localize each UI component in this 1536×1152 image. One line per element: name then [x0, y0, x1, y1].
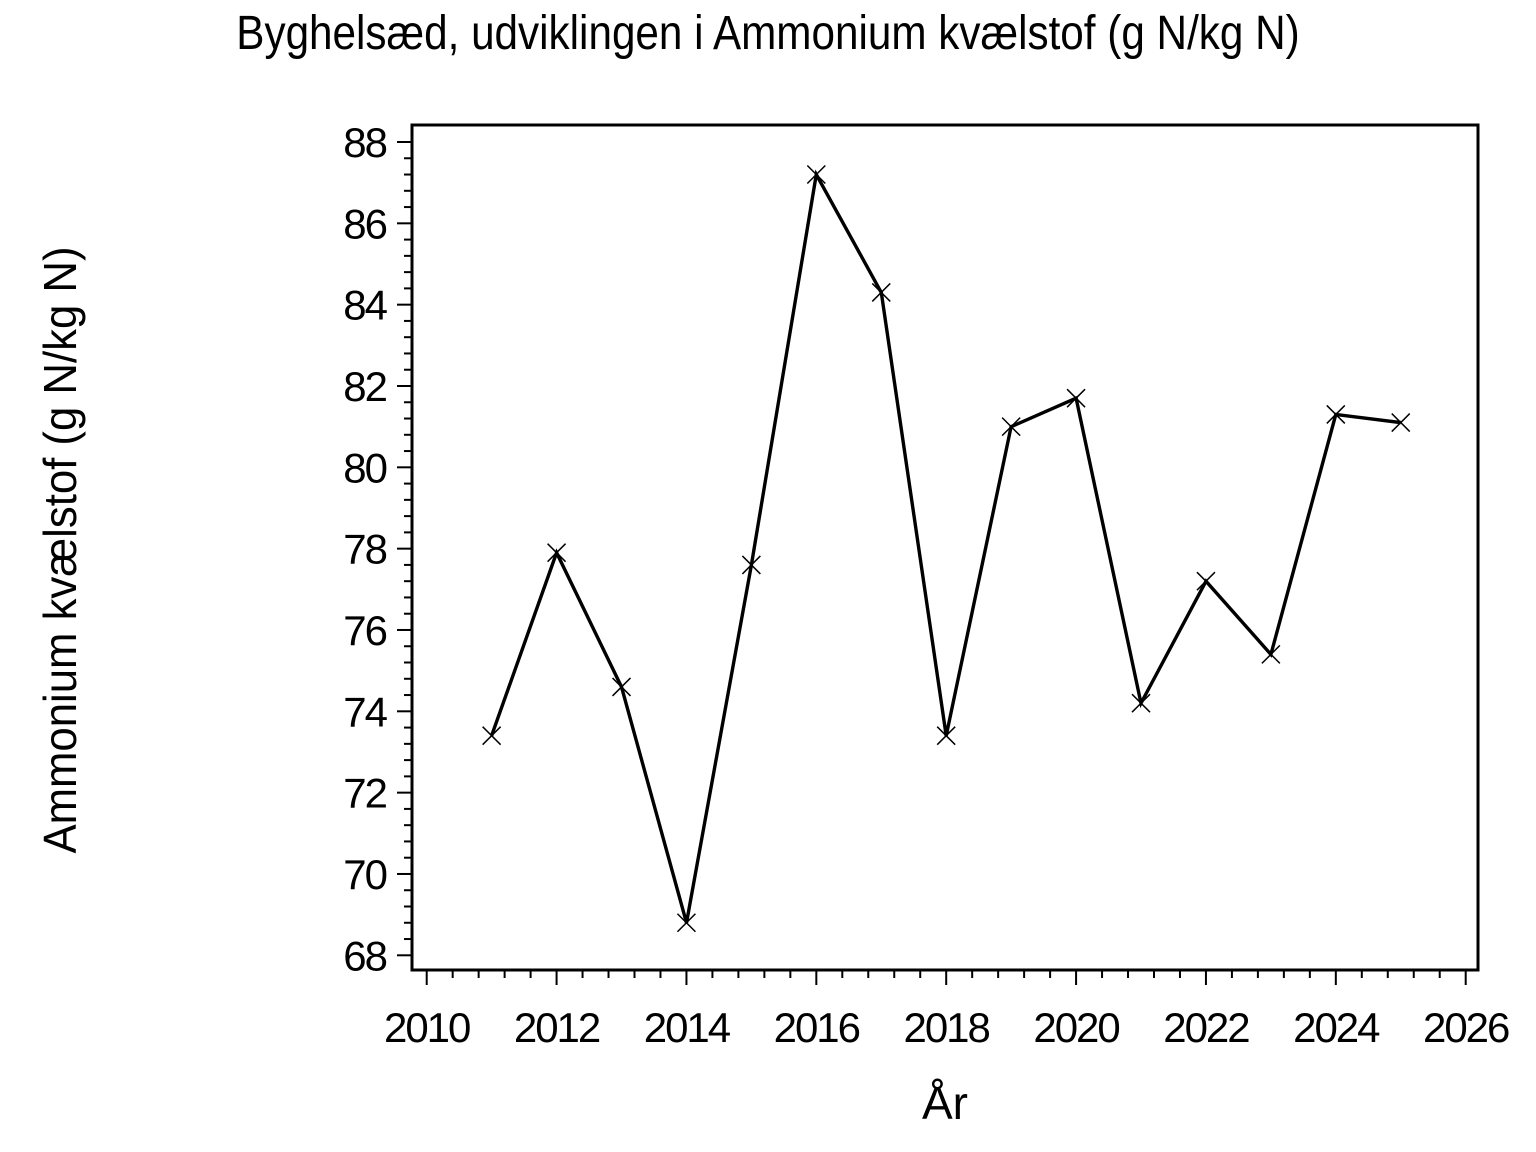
- data-line-series: [489, 169, 1402, 924]
- x-axis-title: År: [922, 1077, 968, 1129]
- y-tick-labels: 68 70 72 74 76 78 80 82 84 86 88: [343, 119, 389, 979]
- plot-frame: [410, 123, 1480, 972]
- data-point-marker: [611, 677, 632, 697]
- data-point-marker: [547, 543, 567, 563]
- x-tick-label: 2022: [1163, 1004, 1249, 1051]
- x-tick-label: 2018: [903, 1004, 989, 1051]
- y-tick-label: 76: [343, 607, 386, 654]
- y-tick-label: 74: [343, 688, 387, 735]
- data-point-marker: [1391, 413, 1411, 433]
- x-tick-label: 2026: [1423, 1004, 1509, 1051]
- y-tick-label: 72: [343, 770, 386, 817]
- data-point-marker: [1066, 388, 1086, 408]
- data-point-marker: [1131, 693, 1151, 713]
- x-tick-label: 2010: [384, 1004, 470, 1051]
- data-point-marker: [806, 165, 826, 185]
- y-tick-label: 80: [343, 444, 386, 491]
- y-tick-label: 88: [343, 119, 386, 166]
- data-point-marker: [1196, 571, 1216, 591]
- x-tick-label: 2016: [774, 1004, 860, 1051]
- data-point-marker: [1001, 417, 1021, 437]
- chart-title: Byghelsæd, udviklingen i Ammonium kvælst…: [236, 7, 1300, 60]
- data-point-marker: [676, 913, 696, 933]
- y-tick-label: 78: [343, 526, 386, 573]
- data-point-markers: [482, 165, 1411, 933]
- data-point-marker: [741, 555, 761, 575]
- x-tick-label: 2012: [514, 1004, 600, 1051]
- y-tick-label: 84: [343, 282, 387, 329]
- y-tick-label: 68: [343, 932, 386, 979]
- x-tick-label: 2014: [644, 1004, 731, 1051]
- x-tick-label: 2020: [1033, 1004, 1119, 1051]
- x-tick-labels: 2010 2012 2014 2016 2018 2020 2022 2024 2026: [384, 1004, 1511, 1051]
- data-point-marker: [1261, 644, 1281, 664]
- data-point-marker: [871, 282, 891, 302]
- y-tick-label: 82: [343, 363, 386, 410]
- data-point-marker: [936, 726, 956, 746]
- y-tick-label: 70: [343, 851, 386, 898]
- y-tick-label: 86: [343, 200, 386, 247]
- axis-ticks: [397, 141, 1467, 985]
- data-point-marker: [1326, 404, 1346, 424]
- x-tick-label: 2024: [1293, 1004, 1380, 1051]
- data-point-marker: [482, 726, 502, 746]
